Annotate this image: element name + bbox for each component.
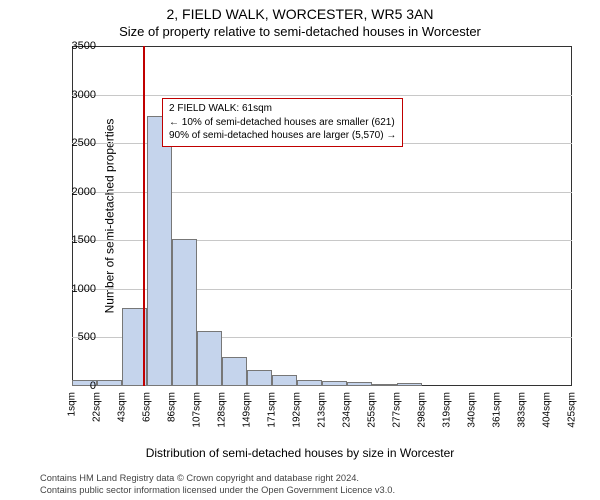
plot-area: 2 FIELD WALK: 61sqm ← 10% of semi-detach…	[72, 46, 572, 386]
histogram-bar	[97, 380, 122, 386]
figure-title-line2: Size of property relative to semi-detach…	[0, 24, 600, 39]
histogram-bar	[272, 375, 297, 386]
x-tick-label: 171sqm	[267, 392, 278, 428]
y-tick-label: 3500	[46, 40, 96, 52]
x-tick-label: 1sqm	[67, 392, 78, 416]
x-tick-label: 107sqm	[192, 392, 203, 428]
x-tick-label: 22sqm	[92, 392, 103, 422]
x-tick-label: 43sqm	[117, 392, 128, 422]
histogram-bar	[222, 357, 247, 386]
x-tick-label: 361sqm	[492, 392, 503, 428]
y-tick-label: 1000	[46, 283, 96, 295]
x-axis-label: Distribution of semi-detached houses by …	[0, 446, 600, 460]
histogram-bar	[372, 384, 397, 386]
figure: 2, FIELD WALK, WORCESTER, WR5 3AN Size o…	[0, 0, 600, 500]
gridline	[72, 95, 572, 96]
x-tick-label: 192sqm	[292, 392, 303, 428]
histogram-bar	[347, 382, 372, 386]
x-tick-label: 340sqm	[467, 392, 478, 428]
histogram-bar	[172, 239, 197, 386]
x-tick-label: 404sqm	[542, 392, 553, 428]
histogram-bar	[397, 383, 422, 386]
x-tick-label: 319sqm	[442, 392, 453, 428]
x-tick-label: 277sqm	[392, 392, 403, 428]
x-tick-label: 234sqm	[342, 392, 353, 428]
y-tick-label: 1500	[46, 234, 96, 246]
y-tick-label: 500	[46, 331, 96, 343]
x-tick-label: 65sqm	[142, 392, 153, 422]
histogram-bar	[322, 381, 347, 386]
histogram-bar	[297, 380, 322, 386]
x-tick-label: 86sqm	[167, 392, 178, 422]
histogram-bar	[247, 370, 272, 387]
x-tick-label: 213sqm	[317, 392, 328, 428]
y-tick-label: 2500	[46, 137, 96, 149]
credits: Contains HM Land Registry data © Crown c…	[40, 472, 395, 496]
x-tick-label: 255sqm	[367, 392, 378, 428]
x-tick-label: 128sqm	[217, 392, 228, 428]
y-tick-label: 0	[46, 380, 96, 392]
y-tick-label: 3000	[46, 89, 96, 101]
annotation-line2: ← 10% of semi-detached houses are smalle…	[169, 116, 396, 130]
annotation-box: 2 FIELD WALK: 61sqm ← 10% of semi-detach…	[162, 98, 403, 147]
figure-title-line1: 2, FIELD WALK, WORCESTER, WR5 3AN	[0, 6, 600, 22]
x-tick-label: 425sqm	[567, 392, 578, 428]
annotation-line3: 90% of semi-detached houses are larger (…	[169, 129, 396, 143]
property-marker-line	[143, 46, 145, 386]
credit-line1: Contains HM Land Registry data © Crown c…	[40, 472, 395, 484]
credit-line2: Contains public sector information licen…	[40, 484, 395, 496]
x-tick-label: 149sqm	[242, 392, 253, 428]
x-tick-label: 298sqm	[417, 392, 428, 428]
histogram-bar	[197, 331, 222, 386]
annotation-line1: 2 FIELD WALK: 61sqm	[169, 102, 396, 116]
y-tick-label: 2000	[46, 186, 96, 198]
x-tick-label: 383sqm	[517, 392, 528, 428]
histogram-bar	[147, 116, 172, 386]
